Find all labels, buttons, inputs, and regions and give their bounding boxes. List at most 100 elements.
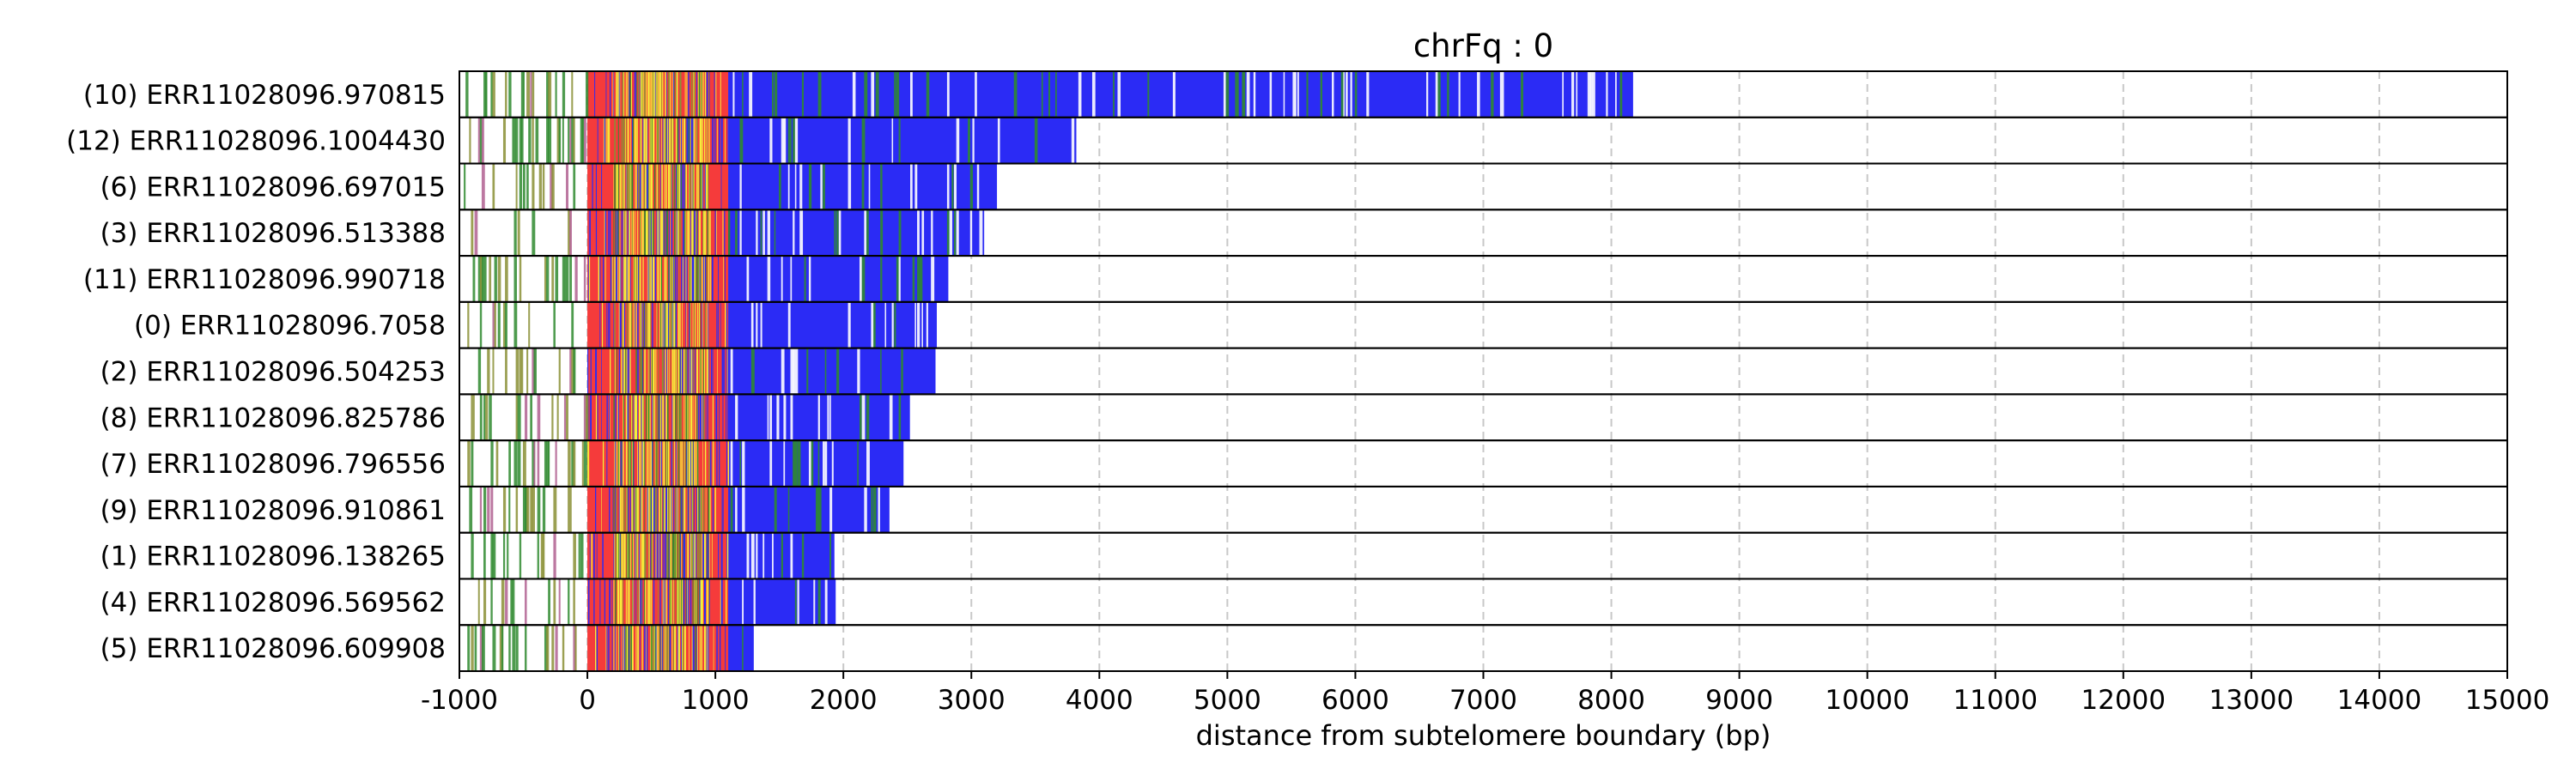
read-stripe (636, 486, 638, 533)
read-row (465, 71, 1633, 118)
read-stripe (639, 117, 641, 164)
read-stripe (665, 394, 667, 441)
read-stripe (706, 163, 708, 210)
read-bar (728, 486, 890, 533)
read-stripe (672, 394, 674, 441)
read-stripe (638, 256, 640, 302)
read-stripe (675, 440, 677, 487)
read-stripe (641, 348, 643, 395)
read-stripe (595, 163, 597, 210)
read-stripe (700, 163, 702, 210)
read-stripe (588, 256, 591, 302)
read-stripe (490, 486, 494, 533)
read-stripe (701, 486, 702, 533)
read-stripe (674, 348, 676, 395)
read-stripe (662, 348, 664, 395)
read-stripe (774, 209, 776, 257)
read-stripe (680, 578, 682, 626)
read-stripe (696, 532, 699, 579)
read-stripe (808, 440, 812, 487)
read-stripe (660, 532, 662, 579)
read-stripe (623, 486, 625, 533)
read-stripe (609, 394, 611, 441)
read-stripe (483, 486, 487, 533)
read-stripe (525, 486, 528, 533)
read-stripe (675, 301, 677, 348)
read-stripe (817, 440, 820, 487)
read-stripe (866, 209, 869, 257)
read-stripe (623, 209, 625, 257)
read-stripe (526, 348, 529, 395)
read-stripe (641, 625, 643, 671)
read-stripe (638, 440, 639, 487)
read-stripe (537, 440, 540, 487)
read-stripe (569, 486, 572, 533)
read-stripe (613, 532, 615, 579)
read-stripe (571, 440, 574, 487)
read-stripe (513, 440, 518, 487)
read-stripe (621, 301, 623, 348)
read-stripe (684, 394, 686, 441)
read-stripe (702, 209, 704, 257)
read-stripe (687, 486, 689, 533)
read-stripe (700, 256, 702, 302)
read-stripe (848, 163, 852, 210)
read-stripe (1477, 71, 1480, 118)
read-stripe (680, 301, 681, 348)
x-tick-label: 15000 (2465, 685, 2550, 716)
read-stripe (673, 117, 674, 164)
read-stripe (551, 625, 555, 671)
read-stripe (641, 532, 643, 579)
read-stripe (615, 440, 617, 487)
read-stripe (647, 301, 648, 348)
read-stripe (660, 256, 662, 302)
read-stripe (703, 532, 705, 579)
read-stripe (639, 256, 641, 302)
read-stripe (658, 440, 659, 487)
read-stripe (704, 578, 705, 626)
read-stripe (665, 348, 666, 395)
read-stripe (508, 486, 511, 533)
read-stripe (917, 209, 920, 257)
read-stripe (568, 117, 570, 164)
read-stripe (651, 486, 653, 533)
read-stripe (497, 301, 501, 348)
read-stripe (688, 209, 690, 257)
read-stripe (616, 486, 617, 533)
read-stripe (483, 532, 486, 579)
read-stripe (691, 625, 693, 671)
read-stripe (762, 532, 765, 579)
read-stripe (704, 117, 706, 164)
read-stripe (548, 440, 550, 487)
read-stripe (479, 256, 483, 302)
read-stripe (593, 532, 595, 579)
read-stripe (656, 348, 658, 395)
read-stripe (787, 486, 790, 533)
read-stripe (626, 301, 628, 348)
read-stripe (651, 256, 653, 302)
read-stripe (633, 209, 635, 257)
read-stripe (655, 71, 657, 118)
read-stripe (1269, 71, 1273, 118)
read-stripe (649, 394, 651, 441)
read-stripe (643, 440, 645, 487)
read-stripe (629, 301, 631, 348)
read-stripe (695, 532, 696, 579)
read-stripe (651, 117, 653, 164)
read-stripe (909, 71, 913, 118)
read-stripe (647, 163, 648, 210)
read-stripe (663, 578, 665, 626)
read-stripe (641, 71, 642, 118)
read-stripe (834, 209, 836, 257)
read-stripe (673, 71, 675, 118)
read-stripe (648, 578, 650, 626)
read-stripe (647, 440, 649, 487)
read-stripe (644, 209, 646, 257)
read-stripe (848, 301, 851, 348)
read-stripe (690, 256, 691, 302)
read-stripe (665, 532, 667, 579)
read-stripe (617, 209, 619, 257)
read-stripe (643, 256, 644, 302)
read-stripe (609, 71, 611, 118)
read-stripe (665, 301, 667, 348)
